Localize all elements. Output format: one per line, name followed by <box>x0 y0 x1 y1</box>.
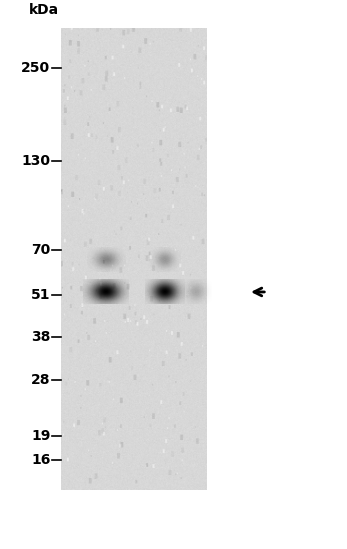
Text: 38: 38 <box>31 330 50 344</box>
Text: kDa: kDa <box>29 3 59 17</box>
Text: 250: 250 <box>21 60 50 75</box>
Text: 70: 70 <box>31 243 50 256</box>
Text: 28: 28 <box>31 373 50 388</box>
Text: 130: 130 <box>21 154 50 168</box>
Text: 16: 16 <box>31 453 50 467</box>
Text: 51: 51 <box>31 288 50 302</box>
Text: 19: 19 <box>31 429 50 443</box>
